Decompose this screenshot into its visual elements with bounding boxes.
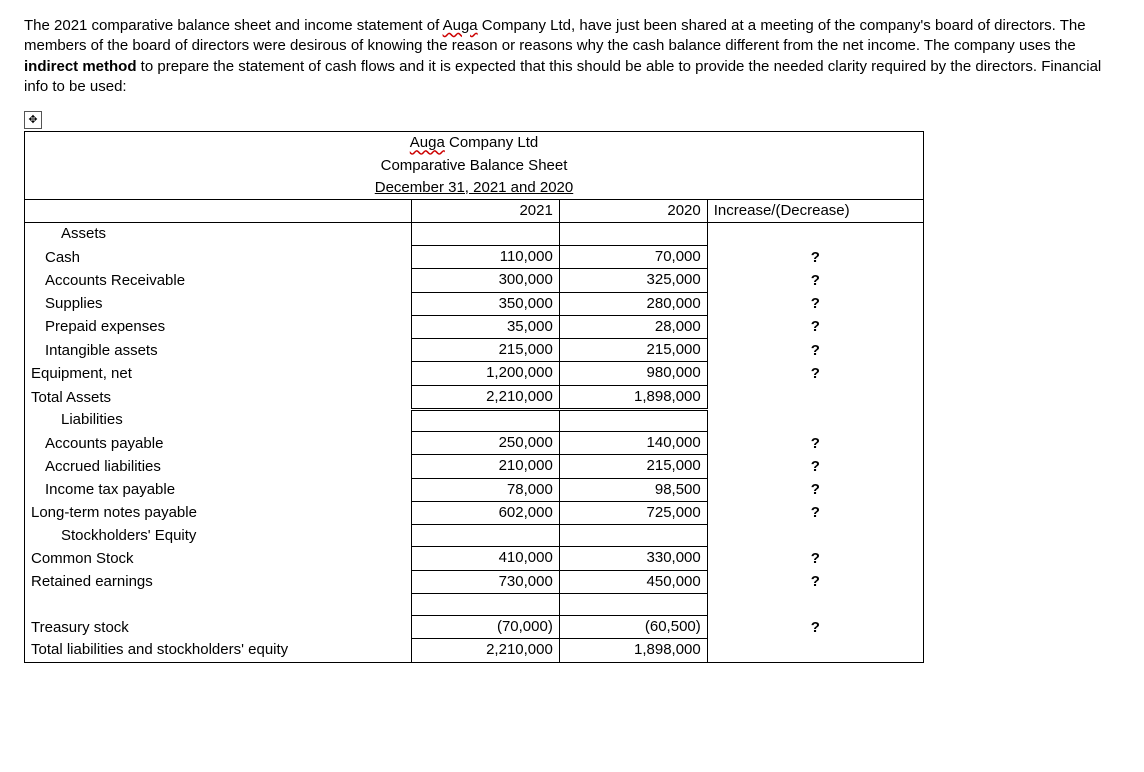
row-intang-label: Intangible assets (25, 339, 412, 362)
row-accr-chg: ? (707, 455, 923, 478)
table-date: December 31, 2021 and 2020 (25, 177, 924, 200)
move-icon[interactable]: ✥ (24, 111, 42, 129)
header-year-2021: 2021 (411, 200, 559, 223)
row-equip-2021: 1,200,000 (411, 362, 559, 385)
row-ap-chg: ? (707, 432, 923, 455)
row-ts-chg: ? (707, 616, 923, 639)
intro-text-3: to prepare the statement of cash flows a… (24, 58, 1101, 95)
row-ts-2020: (60,500) (559, 616, 707, 639)
intro-company-auga: Auga (443, 17, 478, 34)
row-re-2020: 450,000 (559, 570, 707, 593)
balance-sheet-table: Auga Company Ltd Comparative Balance She… (24, 131, 924, 662)
row-ts-2021: (70,000) (411, 616, 559, 639)
row-accr-2020: 215,000 (559, 455, 707, 478)
row-supplies-2020: 280,000 (559, 292, 707, 315)
row-accr-2021: 210,000 (411, 455, 559, 478)
row-cs-2021: 410,000 (411, 547, 559, 570)
row-ar-label: Accounts Receivable (25, 269, 412, 292)
row-ta-2020: 1,898,000 (559, 385, 707, 409)
row-supplies-label: Supplies (25, 292, 412, 315)
row-ar-chg: ? (707, 269, 923, 292)
row-ap-2021: 250,000 (411, 432, 559, 455)
row-ap-label: Accounts payable (25, 432, 412, 455)
row-equip-label: Equipment, net (25, 362, 412, 385)
row-intang-chg: ? (707, 339, 923, 362)
row-ltn-chg: ? (707, 501, 923, 524)
table-date-text: December 31, 2021 and 2020 (375, 179, 573, 196)
section-equity: Stockholders' Equity (25, 525, 412, 547)
row-prepaid-2020: 28,000 (559, 315, 707, 338)
row-tlse-2021: 2,210,000 (411, 639, 559, 662)
row-tlse-label: Total liabilities and stockholders' equi… (25, 639, 412, 662)
row-cash-chg: ? (707, 246, 923, 269)
row-re-chg: ? (707, 570, 923, 593)
row-cash-2021: 110,000 (411, 246, 559, 269)
row-intang-2021: 215,000 (411, 339, 559, 362)
intro-paragraph: The 2021 comparative balance sheet and i… (24, 16, 1120, 97)
row-blank (25, 593, 412, 615)
row-itp-label: Income tax payable (25, 478, 412, 501)
row-intang-2020: 215,000 (559, 339, 707, 362)
header-year-2020: 2020 (559, 200, 707, 223)
row-cs-label: Common Stock (25, 547, 412, 570)
row-prepaid-chg: ? (707, 315, 923, 338)
row-equip-2020: 980,000 (559, 362, 707, 385)
row-cash-2020: 70,000 (559, 246, 707, 269)
row-prepaid-label: Prepaid expenses (25, 315, 412, 338)
section-assets: Assets (25, 223, 412, 246)
row-cs-chg: ? (707, 547, 923, 570)
header-blank (25, 200, 412, 223)
row-accr-label: Accrued liabilities (25, 455, 412, 478)
row-itp-2020: 98,500 (559, 478, 707, 501)
row-equip-chg: ? (707, 362, 923, 385)
row-ltn-label: Long-term notes payable (25, 501, 412, 524)
row-supplies-2021: 350,000 (411, 292, 559, 315)
row-prepaid-2021: 35,000 (411, 315, 559, 338)
row-cash-label: Cash (25, 246, 412, 269)
row-cs-2020: 330,000 (559, 547, 707, 570)
company-auga: Auga (410, 134, 445, 151)
row-ap-2020: 140,000 (559, 432, 707, 455)
row-itp-chg: ? (707, 478, 923, 501)
row-supplies-chg: ? (707, 292, 923, 315)
intro-text-1: The 2021 comparative balance sheet and i… (24, 17, 443, 34)
table-title-company: Auga Company Ltd (25, 132, 924, 155)
section-liabilities: Liabilities (25, 409, 412, 431)
row-tlse-chg (707, 639, 923, 662)
row-ltn-2021: 602,000 (411, 501, 559, 524)
row-ta-chg (707, 385, 923, 409)
row-re-label: Retained earnings (25, 570, 412, 593)
row-ltn-2020: 725,000 (559, 501, 707, 524)
row-ar-2021: 300,000 (411, 269, 559, 292)
row-ar-2020: 325,000 (559, 269, 707, 292)
company-suffix: Company Ltd (445, 134, 538, 151)
row-ts-label: Treasury stock (25, 616, 412, 639)
row-ta-2021: 2,210,000 (411, 385, 559, 409)
table-subtitle: Comparative Balance Sheet (25, 155, 924, 177)
row-itp-2021: 78,000 (411, 478, 559, 501)
intro-bold: indirect method (24, 58, 137, 75)
row-ta-label: Total Assets (25, 385, 412, 409)
row-tlse-2020: 1,898,000 (559, 639, 707, 662)
row-re-2021: 730,000 (411, 570, 559, 593)
header-change: Increase/(Decrease) (707, 200, 923, 223)
